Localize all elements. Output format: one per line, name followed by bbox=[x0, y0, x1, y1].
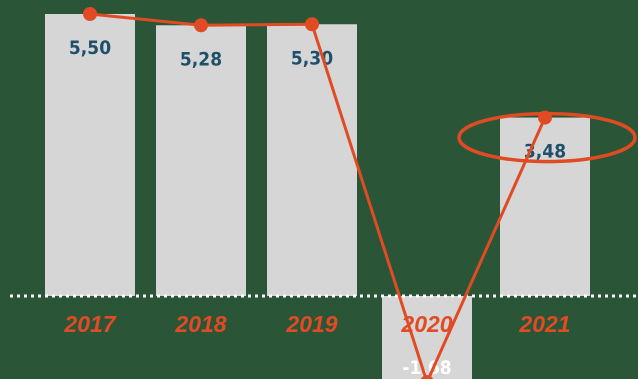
trend-point-2019 bbox=[305, 17, 319, 32]
trend-point-2018 bbox=[194, 18, 208, 33]
category-label-2018: 2018 bbox=[174, 311, 226, 337]
category-label-2019: 2019 bbox=[285, 311, 337, 337]
bar-2017 bbox=[45, 14, 135, 296]
category-label-2021: 2021 bbox=[518, 311, 570, 337]
bar-2018 bbox=[156, 25, 246, 297]
bar-2020 bbox=[382, 296, 472, 379]
bar-2021 bbox=[500, 117, 590, 296]
bars-group bbox=[45, 14, 590, 379]
value-label-2021: 3,48 bbox=[524, 141, 566, 163]
value-labels-group: 5,505,28 5,30-1,683,48 bbox=[69, 37, 566, 379]
trend-line-group bbox=[83, 7, 637, 379]
trend-point-2017 bbox=[83, 7, 97, 21]
category-label-2017: 2017 bbox=[63, 311, 116, 337]
value-label-2018: 5,28 bbox=[180, 48, 222, 70]
trend-point-2020 bbox=[420, 375, 434, 379]
value-label-2020: -1,68 bbox=[402, 357, 451, 379]
value-label-2017: 5,50 bbox=[69, 37, 111, 59]
bar-2019 bbox=[267, 24, 357, 296]
highlight-ellipse bbox=[457, 111, 637, 164]
category-labels-group: 2017 2018 2019 2020 2021 bbox=[63, 311, 570, 337]
